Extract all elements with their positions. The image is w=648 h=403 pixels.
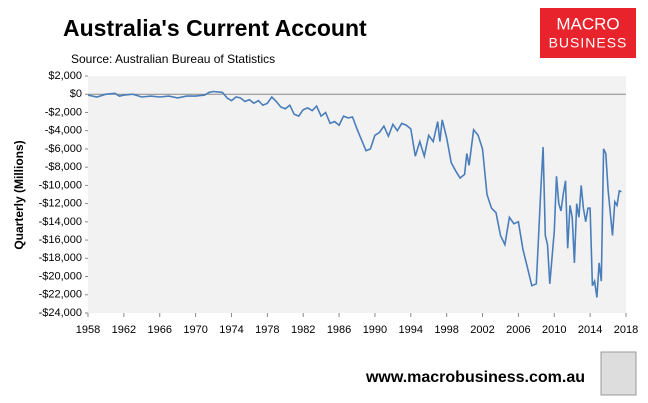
- logo-text: MACRO: [556, 14, 619, 33]
- website: www.macrobusiness.com.au: [365, 369, 585, 386]
- x-tick-label: 1958: [76, 324, 100, 336]
- plot-area: [88, 76, 626, 313]
- x-tick-label: 2014: [578, 324, 602, 336]
- y-tick-label: -$12,000: [39, 198, 82, 210]
- y-tick-label: $0: [70, 88, 82, 100]
- logo-text: BUSINESS: [549, 35, 628, 51]
- x-tick-label: 2010: [542, 324, 566, 336]
- y-axis-label: Quarterly (Millions): [12, 140, 26, 249]
- y-tick-label: -$22,000: [39, 289, 82, 301]
- chart-title: Australia's Current Account: [63, 15, 367, 41]
- x-tick-label: 2018: [614, 324, 638, 336]
- x-tick-label: 1982: [291, 324, 315, 336]
- y-tick-label: -$16,000: [39, 234, 82, 246]
- y-tick-label: -$6,000: [45, 143, 82, 155]
- y-tick-label: $2,000: [48, 70, 82, 82]
- logo: [540, 8, 636, 58]
- y-tick-label: -$2,000: [45, 106, 82, 118]
- line: [87, 90, 622, 298]
- x-tick-label: 1990: [363, 324, 387, 336]
- subtitle: Source: Australian Bureau of Statistics: [71, 52, 275, 66]
- x-tick-label: 1998: [434, 324, 458, 336]
- wolf-icon: [600, 351, 637, 396]
- y-tick-label: -$24,000: [39, 307, 82, 319]
- y-tick-label: -$20,000: [39, 270, 82, 282]
- y-tick-label: -$8,000: [45, 161, 82, 173]
- y-tick-label: -$4,000: [45, 125, 82, 137]
- y-tick-label: -$10,000: [39, 179, 82, 191]
- y-tick-label: -$14,000: [39, 216, 82, 228]
- x-tick-label: 2002: [470, 324, 494, 336]
- x-tick-label: 1978: [255, 324, 279, 336]
- x-tick-label: 1966: [147, 324, 171, 336]
- x-tick-label: 1986: [327, 324, 351, 336]
- x-tick-label: 1962: [112, 324, 136, 336]
- x-tick-label: 1974: [219, 324, 243, 336]
- x-tick-label: 1970: [183, 324, 207, 336]
- y-tick-label: -$18,000: [39, 252, 82, 264]
- x-tick-label: 2006: [506, 324, 530, 336]
- x-tick-label: 1994: [399, 324, 423, 336]
